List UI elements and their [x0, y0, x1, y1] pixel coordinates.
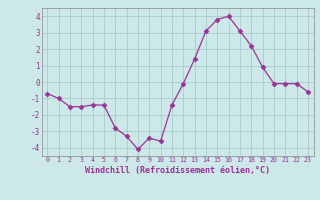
X-axis label: Windchill (Refroidissement éolien,°C): Windchill (Refroidissement éolien,°C): [85, 166, 270, 175]
